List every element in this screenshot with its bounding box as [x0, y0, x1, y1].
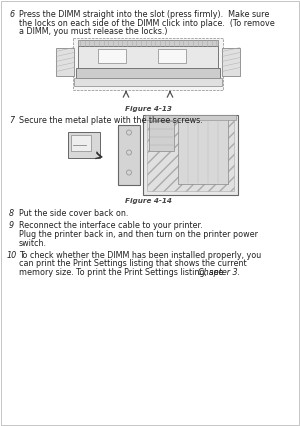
Text: 9: 9 — [9, 222, 14, 230]
Text: Chapter 3.: Chapter 3. — [198, 268, 240, 277]
Text: Put the side cover back on.: Put the side cover back on. — [19, 209, 128, 218]
Text: Figure 4-14: Figure 4-14 — [124, 199, 171, 204]
Text: Plug the printer back in, and then turn on the printer power: Plug the printer back in, and then turn … — [19, 230, 258, 239]
Bar — [118, 124, 140, 184]
Text: the locks on each side of the DIMM click into place.  (To remove: the locks on each side of the DIMM click… — [19, 18, 275, 28]
Bar — [178, 118, 228, 184]
Bar — [56, 48, 74, 75]
Bar — [71, 135, 91, 150]
Bar — [158, 49, 186, 63]
Text: 6: 6 — [9, 10, 14, 19]
Text: 8: 8 — [9, 209, 14, 218]
Text: To check whether the DIMM has been installed properly, you: To check whether the DIMM has been insta… — [19, 251, 261, 260]
Bar — [98, 49, 126, 63]
Bar — [78, 40, 218, 46]
Bar — [68, 132, 100, 158]
Text: can print the Print Settings listing that shows the current: can print the Print Settings listing tha… — [19, 259, 247, 268]
Text: Reconnect the interface cable to your printer.: Reconnect the interface cable to your pr… — [19, 222, 203, 230]
Text: Figure 4-13: Figure 4-13 — [124, 106, 171, 112]
Bar — [147, 118, 234, 190]
Bar — [222, 48, 240, 75]
Bar — [143, 115, 238, 195]
Bar — [74, 78, 222, 86]
Text: memory size. To print the Print Settings listing, see: memory size. To print the Print Settings… — [19, 268, 226, 277]
Text: Press the DIMM straight into the slot (press firmly).  Make sure: Press the DIMM straight into the slot (p… — [19, 10, 269, 19]
Text: Secure the metal plate with the three screws.: Secure the metal plate with the three sc… — [19, 116, 203, 125]
Text: 7: 7 — [9, 116, 14, 125]
Bar — [145, 115, 236, 120]
Bar — [149, 121, 174, 150]
Text: a DIMM, you must release the locks.): a DIMM, you must release the locks.) — [19, 27, 167, 36]
Text: switch.: switch. — [19, 239, 47, 248]
Text: 10: 10 — [7, 251, 17, 260]
Bar — [73, 37, 223, 89]
Bar — [78, 46, 218, 67]
Bar — [76, 67, 220, 78]
